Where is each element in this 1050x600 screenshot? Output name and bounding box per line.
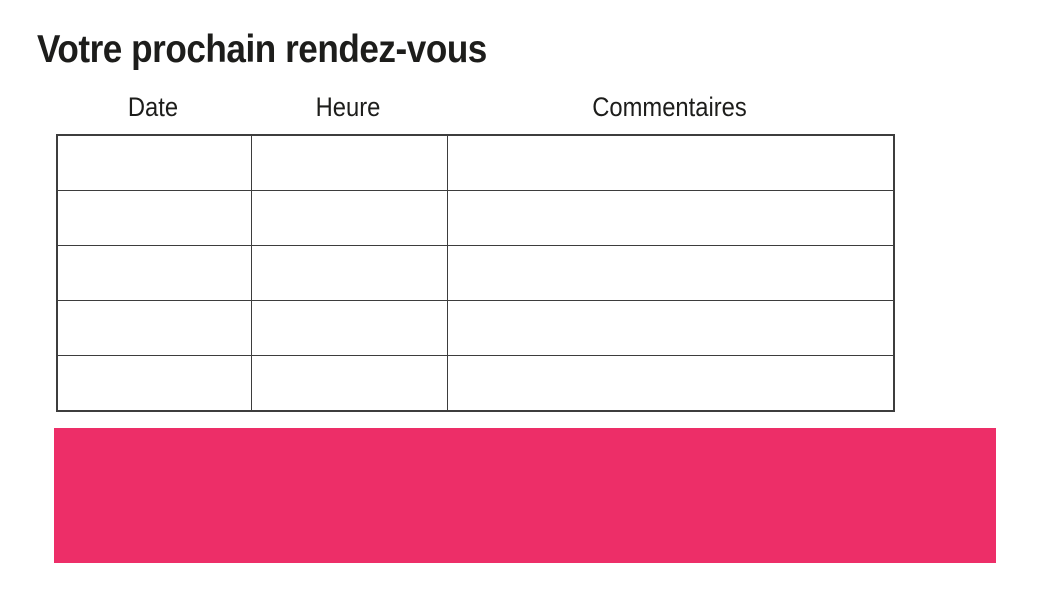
page-title: Votre prochain rendez-vous	[37, 28, 487, 71]
table-row	[56, 300, 895, 356]
column-header-commentaires: Commentaires	[592, 92, 747, 122]
cell-date	[56, 190, 252, 246]
appointments-table-body	[56, 134, 895, 412]
table-row	[56, 355, 895, 412]
table-row	[56, 134, 895, 191]
column-header-date: Date	[127, 92, 179, 122]
cell-commentaires	[446, 355, 895, 412]
cell-commentaires	[446, 134, 895, 191]
cell-heure	[250, 300, 448, 356]
table-header-row: Date Heure Commentaires	[56, 92, 893, 123]
cell-date	[56, 134, 252, 191]
cell-heure	[250, 134, 448, 191]
table-row	[56, 190, 895, 246]
cell-heure	[250, 245, 448, 301]
cell-commentaires	[446, 190, 895, 246]
cell-commentaires	[446, 300, 895, 356]
cell-heure	[250, 355, 448, 412]
cell-commentaires	[446, 245, 895, 301]
pink-banner	[54, 428, 996, 563]
table-row	[56, 245, 895, 301]
appointments-table	[56, 134, 895, 412]
cell-heure	[250, 190, 448, 246]
column-header-heure: Heure	[315, 92, 381, 122]
cell-date	[56, 245, 252, 301]
cell-date	[56, 300, 252, 356]
cell-date	[56, 355, 252, 412]
